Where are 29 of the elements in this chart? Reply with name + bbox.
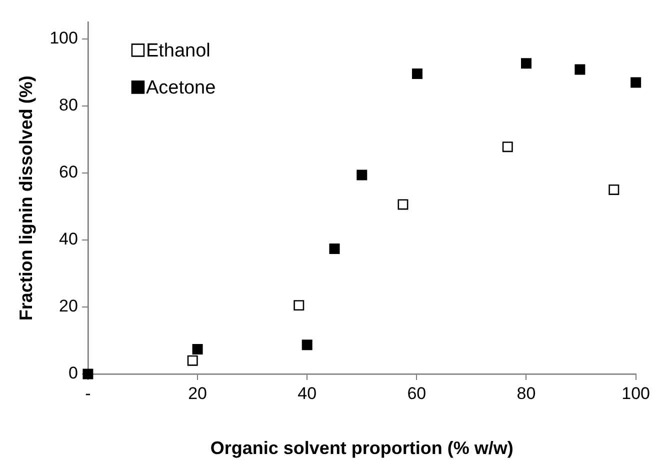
y-tick-label: 60 (59, 162, 78, 182)
point (521, 58, 532, 69)
legend-label: Acetone (146, 77, 216, 98)
x-tick-label: 20 (188, 384, 207, 403)
legend-label: Ethanol (146, 40, 210, 62)
x-tick-label: - (85, 384, 91, 403)
point (329, 243, 340, 254)
point (294, 300, 304, 311)
x-tick-label: 100 (622, 384, 650, 403)
x-tick-label: 60 (407, 384, 426, 403)
point (608, 184, 620, 195)
x-tick-label: 40 (298, 384, 317, 403)
x-tick-label: 80 (516, 384, 536, 403)
point (356, 170, 368, 180)
point (302, 340, 312, 350)
point (574, 64, 586, 75)
point (502, 142, 513, 152)
y-tick-label: 80 (59, 96, 78, 115)
y-tick-label: 100 (50, 28, 78, 48)
point (412, 68, 422, 80)
y-tick-label: 40 (59, 230, 78, 249)
point (630, 77, 642, 88)
point (398, 199, 408, 210)
point (187, 355, 198, 366)
y-axis-title: Fraction lignin dissolved (%) (16, 76, 36, 321)
y-tick-label: 0 (68, 364, 78, 383)
y-tick-label: 20 (59, 296, 78, 316)
point (192, 344, 203, 354)
x-axis-title: Organic solvent proportion (% w/w) (210, 438, 514, 458)
